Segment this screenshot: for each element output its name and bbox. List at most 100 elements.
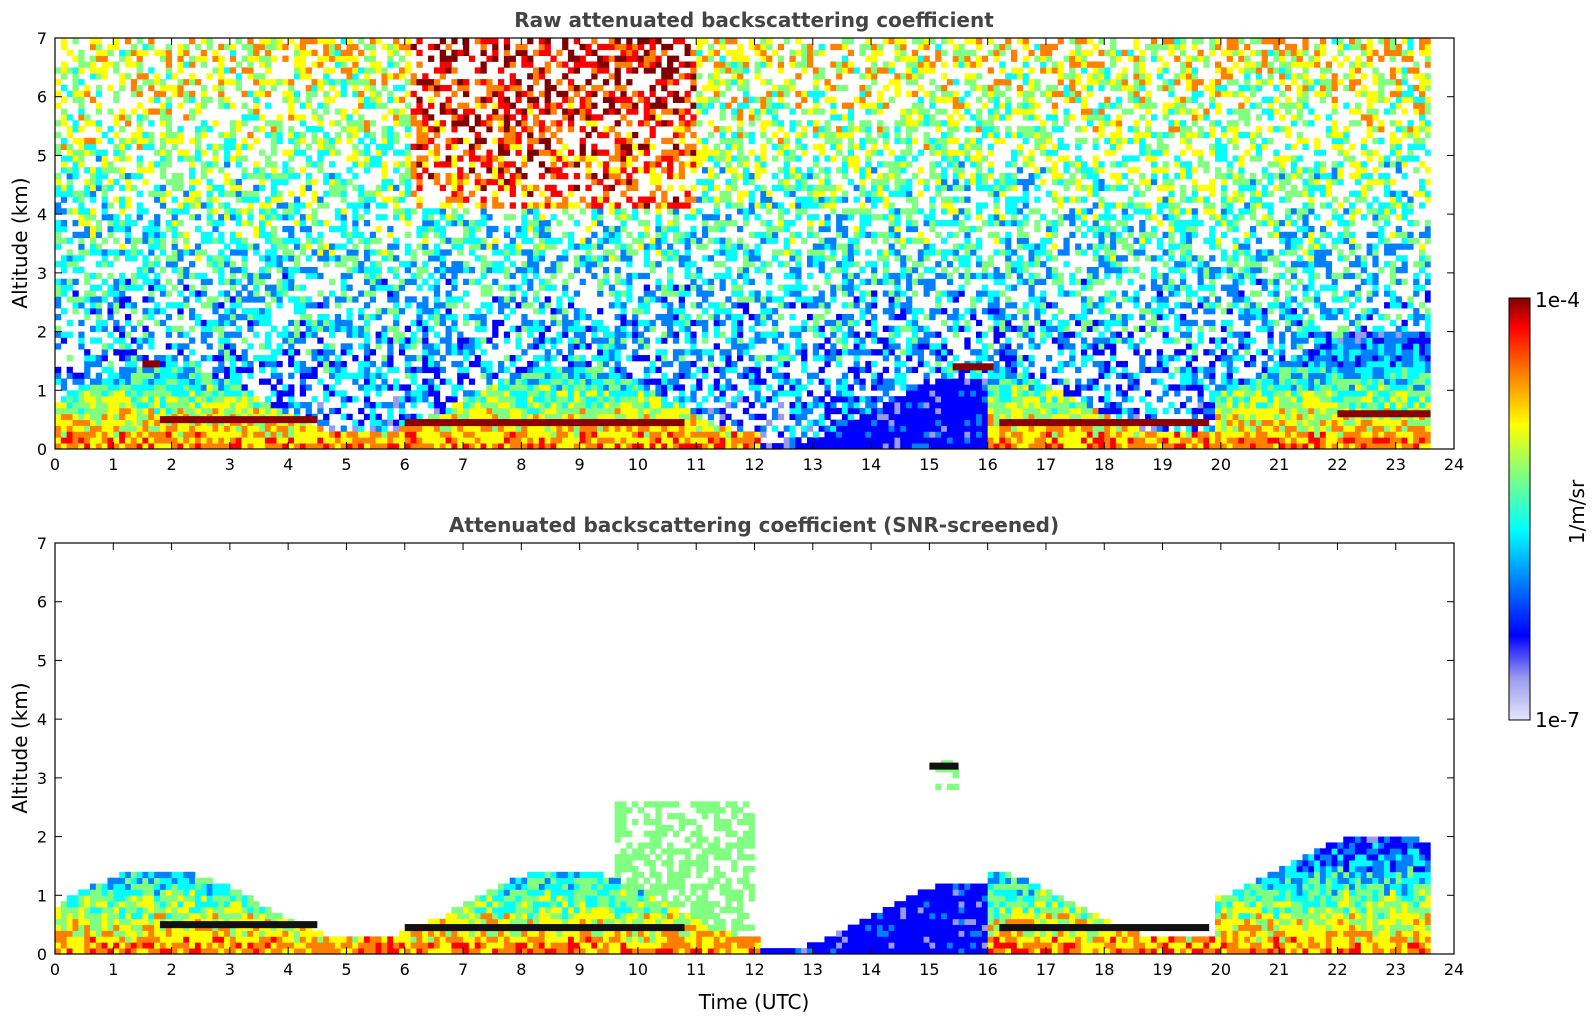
heat-cell: [387, 419, 394, 426]
heat-cell: [189, 167, 196, 174]
heat-cell: [323, 360, 330, 368]
heat-cell: [626, 143, 633, 150]
heat-cell: [608, 73, 615, 80]
heat-cell: [101, 249, 108, 256]
heat-cell: [323, 413, 330, 421]
heat-cell: [84, 120, 91, 127]
heat-cell: [124, 178, 132, 186]
heat-cell: [591, 114, 598, 121]
heat-cell: [573, 413, 581, 421]
heat-cell: [89, 196, 97, 203]
heat-cell: [620, 102, 627, 109]
heat-cell: [229, 102, 237, 109]
heat-cell: [684, 396, 691, 403]
heat-cell: [358, 96, 365, 103]
heat-cell: [177, 208, 184, 215]
heat-cell: [276, 396, 283, 403]
heat-cell: [544, 384, 551, 391]
heat-cell: [585, 266, 592, 274]
heat-cell: [503, 378, 511, 385]
heat-cell: [218, 390, 225, 397]
heat-cell: [66, 431, 73, 438]
heat-cell: [643, 161, 650, 168]
heat-cell: [696, 55, 703, 62]
heat-cell: [66, 413, 73, 421]
heat-cell: [678, 131, 685, 139]
heat-cell: [492, 372, 499, 379]
heat-cell: [678, 355, 685, 362]
heat-cell: [474, 313, 481, 321]
heat-cell: [259, 278, 266, 285]
heat-cell: [538, 284, 546, 291]
heat-cell: [387, 225, 394, 233]
heat-cell: [334, 325, 342, 332]
heat-cell: [66, 366, 73, 374]
heat-cell: [305, 407, 312, 415]
heat-cell: [532, 437, 540, 444]
heat-cell: [608, 443, 615, 449]
heat-cell: [66, 284, 73, 291]
heat-cell: [206, 390, 213, 397]
heat-cell: [241, 167, 248, 174]
heat-cell: [363, 355, 371, 362]
heat-cell: [486, 266, 493, 274]
heat-cell: [614, 120, 621, 127]
heat-cell: [556, 61, 563, 68]
heat-cell: [60, 96, 68, 103]
heat-cell: [550, 372, 557, 379]
heat-cell: [731, 343, 738, 350]
heat-cell: [148, 231, 155, 239]
heat-cell: [311, 49, 318, 57]
heat-cell: [89, 208, 97, 215]
heat-cell: [719, 114, 726, 121]
heat-cell: [72, 38, 79, 45]
heat-cell: [148, 396, 155, 403]
heat-cell: [428, 313, 435, 321]
heat-cell: [288, 402, 295, 409]
heat-cell: [177, 343, 184, 350]
heat-cell: [183, 407, 190, 415]
heat-cell: [124, 38, 132, 45]
heat-cell: [305, 325, 312, 332]
heat-cell: [288, 249, 295, 256]
heat-cell: [713, 443, 720, 449]
heat-cell: [72, 443, 79, 449]
heat-cell: [591, 73, 598, 80]
heat-cell: [194, 272, 202, 280]
heat-cell: [614, 278, 621, 285]
heat-cell: [579, 360, 586, 368]
heat-cell: [719, 137, 726, 145]
heat-cell: [136, 425, 143, 432]
heat-cell: [89, 178, 97, 186]
heat-cell: [597, 220, 604, 227]
heat-cell: [503, 402, 511, 409]
heat-cell: [247, 73, 254, 80]
heat-cell: [433, 79, 441, 86]
heat-cell: [480, 96, 487, 103]
heat-cell: [247, 272, 254, 280]
heat-cell: [264, 337, 272, 344]
heat-cell: [229, 402, 237, 409]
heat-cell: [334, 319, 342, 327]
heat-cell: [509, 384, 516, 391]
heat-cell: [194, 126, 202, 133]
heat-cell: [725, 38, 732, 45]
heat-cell: [363, 431, 371, 438]
heat-cell: [363, 384, 371, 391]
heat-cell: [643, 355, 650, 362]
heat-cell: [299, 266, 307, 274]
heat-cell: [194, 431, 202, 438]
heat-cell: [532, 355, 540, 362]
heat-cell: [451, 190, 458, 197]
heat-cell: [253, 308, 260, 315]
heat-cell: [690, 437, 697, 444]
heat-cell: [328, 178, 336, 186]
heat-cell: [632, 331, 639, 338]
heat-cell: [562, 73, 569, 80]
heat-cell: [416, 319, 423, 327]
heat-cell: [433, 313, 441, 321]
heat-cell: [107, 431, 114, 438]
heat-cell: [463, 43, 470, 51]
heat-cell: [498, 390, 505, 397]
heat-cell: [130, 407, 138, 415]
